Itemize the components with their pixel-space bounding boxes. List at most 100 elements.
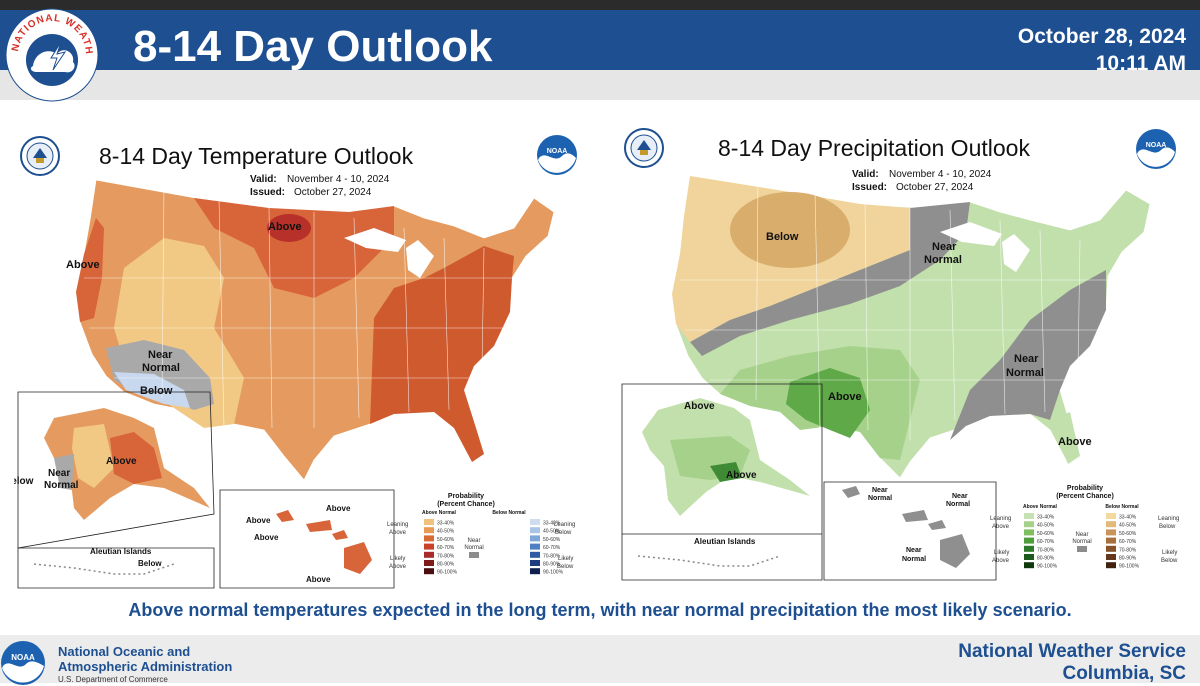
legend-swatch-below [1106, 545, 1116, 552]
legend-swatch-below [530, 535, 540, 542]
precip-hi-near1a: Near [872, 487, 888, 494]
legend-swatch-below [530, 527, 540, 534]
legend-swatch-above [424, 560, 434, 566]
footer-bar [0, 635, 1200, 683]
precip-legend: Probability (Percent Chance) Above Norma… [990, 485, 1179, 570]
legend-swatch-above [424, 527, 434, 534]
precip-label-near2a: Near [1014, 353, 1039, 365]
svg-text:NOAA: NOAA [1146, 142, 1167, 149]
legend-swatch-below [530, 568, 540, 575]
precip-legend-likely-below1: Likely [1162, 550, 1177, 556]
temp-ak-near: Near [48, 468, 70, 479]
legend-swatch-below [530, 519, 540, 525]
temp-legend-above-header: Above Normal [422, 510, 457, 516]
temp-legend: Probability (Percent Chance) Above Norma… [387, 493, 575, 576]
precip-hi-near2b: Normal [946, 501, 970, 508]
legend-bin-label: 60-70% [1037, 539, 1055, 545]
precip-legend-below-header: Below Normal [1105, 504, 1139, 510]
temp-alaska-inset: Above Near Normal Below Aleutian Islands… [14, 391, 215, 589]
precipitation-outlook-map: NOAA 8-14 Day Precipitation Outlook Vali… [610, 120, 1186, 594]
temp-label-normal: Normal [142, 362, 180, 374]
temp-hi-above2: Above [246, 516, 271, 525]
legend-swatch-above [1024, 554, 1034, 560]
temp-ak-normal: Normal [44, 480, 79, 491]
legend-swatch-above [1024, 562, 1034, 569]
legend-swatch-below [1106, 529, 1116, 536]
precip-legend-likely-above2: Above [992, 558, 1010, 564]
precip-above-region [786, 368, 870, 438]
footer-noaa-name: National Oceanic and Atmospheric Adminis… [58, 644, 232, 674]
legend-bin-label: 40-50% [1037, 523, 1055, 529]
legend-bin-label: 80-90% [1037, 556, 1055, 562]
temp-below-region [114, 372, 190, 408]
sub-bar [0, 70, 1200, 100]
precip-label-near2b: Normal [1006, 367, 1044, 379]
precip-label-near1a: Near [932, 241, 957, 253]
precip-legend-leaning-above2: Above [992, 524, 1010, 530]
legend-bin-label: 33-40% [1119, 515, 1137, 521]
temp-legend-leaning-above2: Above [389, 530, 407, 536]
temp-hawaii-inset: Above Above Above Above [219, 489, 395, 589]
nws-logo-icon: NATIONAL WEATHER SERVICE [5, 8, 99, 102]
legend-swatch-above [1024, 537, 1034, 544]
legend-swatch-near [469, 552, 479, 558]
temp-ak-below: Below [14, 476, 34, 487]
temp-hi-above3: Above [254, 533, 279, 542]
temp-legend-near2: Normal [464, 545, 483, 551]
temp-legend-likely-below1: Likely [558, 556, 573, 562]
legend-swatch-above [424, 535, 434, 542]
precip-hi-near1b: Normal [868, 495, 892, 502]
temp-legend-likely-above2: Above [389, 564, 407, 570]
footer-office: National Weather Service Columbia, SC [958, 641, 1186, 685]
header-datetime: October 28, 2024 10:11 AM [1018, 23, 1186, 77]
legend-swatch-above [424, 551, 434, 558]
precip-issued-label: Issued: [852, 182, 887, 193]
temp-north-above-region [194, 198, 394, 298]
precip-label-below: Below [766, 231, 799, 243]
precipitation-map-title: 8-14 Day Precipitation Outlook [718, 135, 1030, 161]
temp-legend-title1: Probability [448, 493, 484, 500]
legend-bin-label: 80-90% [543, 562, 561, 568]
footer-right-line1: National Weather Service [958, 641, 1186, 662]
legend-swatch-above [424, 568, 434, 575]
temp-aleutian-label: Aleutian Islands [90, 547, 152, 556]
top-strip [0, 0, 1200, 10]
footer-left-line1: National Oceanic and [58, 644, 191, 659]
legend-bin-label: 90-100% [437, 570, 458, 576]
precip-label-above-fl: Above [1058, 436, 1092, 448]
temp-near-normal-region [106, 340, 214, 410]
legend-bin-label: 60-70% [543, 545, 561, 551]
precip-legend-near1: Near [1075, 532, 1088, 538]
temp-issued-value: October 27, 2024 [294, 187, 372, 198]
temp-legend-title2: (Percent Chance) [437, 501, 495, 508]
legend-swatch-above [1024, 545, 1034, 552]
precip-legend-title2: (Percent Chance) [1056, 493, 1114, 500]
legend-swatch-below [1106, 554, 1116, 560]
header-bar: 8-14 Day Outlook October 28, 2024 10:11 … [0, 10, 1200, 75]
noaa-footer-logo-icon: NOAA [1, 641, 45, 685]
precip-ak-above1: Above [684, 401, 715, 412]
legend-bin-label: 40-50% [1119, 523, 1137, 529]
legend-bin-label: 50-60% [1119, 531, 1137, 537]
svg-text:NOAA: NOAA [547, 148, 568, 155]
legend-bin-label: 50-60% [1037, 531, 1055, 537]
temp-hi-above1: Above [326, 504, 351, 513]
legend-swatch-above [1024, 513, 1034, 519]
legend-swatch-above [424, 519, 434, 525]
temperature-map-title: 8-14 Day Temperature Outlook [99, 143, 414, 169]
summary-caption: Above normal temperatures expected in th… [128, 600, 1072, 620]
precip-legend-leaning-above1: Leaning [990, 516, 1011, 522]
legend-bin-label: 33-40% [543, 521, 561, 527]
legend-swatch-above [424, 543, 434, 550]
temp-legend-likely-below2: Below [557, 564, 574, 570]
temp-valid-value: November 4 - 10, 2024 [287, 174, 390, 185]
legend-swatch-below [1106, 513, 1116, 519]
temp-hi-above4: Above [306, 575, 331, 584]
legend-bin-label: 50-60% [543, 537, 561, 543]
legend-bin-label: 60-70% [1119, 539, 1137, 545]
legend-bin-label: 80-90% [1119, 556, 1137, 562]
footer-right-line2: Columbia, SC [1062, 663, 1186, 684]
legend-bin-label: 70-80% [1119, 547, 1137, 553]
legend-bin-label: 60-70% [437, 545, 455, 551]
precip-east-near-normal [950, 270, 1106, 440]
